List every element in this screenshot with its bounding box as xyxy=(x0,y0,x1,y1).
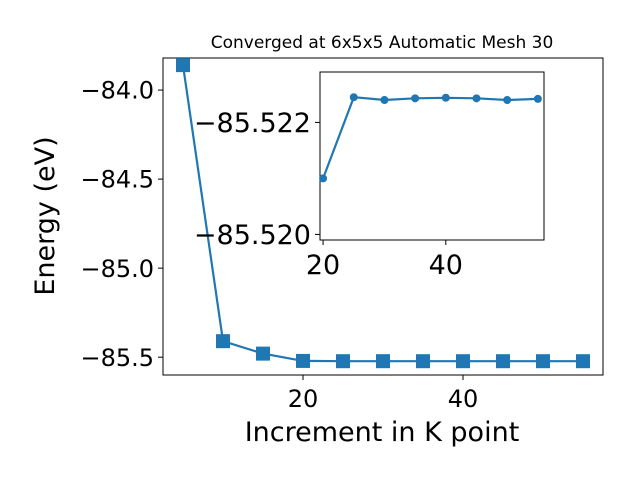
data-point xyxy=(217,335,230,348)
data-point xyxy=(504,97,511,104)
data-point xyxy=(297,354,310,367)
chart-title: Converged at 6x5x5 Automatic Mesh 30 xyxy=(211,33,554,53)
data-point xyxy=(350,94,357,101)
data-point xyxy=(320,175,327,182)
data-point xyxy=(381,97,388,104)
data-point xyxy=(497,355,510,368)
y-tick-label: −85.522 xyxy=(194,108,311,139)
main-y-ticks: −84.0 −84.5 −85.0 −85.5 xyxy=(80,77,163,372)
data-point xyxy=(473,95,480,102)
inset-plot: 20 40 −85.522−85.520 xyxy=(194,72,544,281)
data-point xyxy=(417,355,430,368)
y-tick-label: −85.520 xyxy=(194,220,311,251)
data-point xyxy=(337,355,350,368)
y-tick-label: −84.0 xyxy=(80,77,154,105)
x-tick-label: 20 xyxy=(288,385,319,413)
y-axis-label: Energy (eV) xyxy=(30,136,61,295)
data-point xyxy=(257,347,270,360)
data-point xyxy=(534,95,541,102)
inset-x-ticks: 20 40 xyxy=(306,240,463,281)
x-tick-label: 40 xyxy=(429,250,463,281)
main-axes-frame xyxy=(163,58,603,375)
y-tick-label: −85.5 xyxy=(80,344,154,372)
x-axis-label: Increment in K point xyxy=(245,417,520,448)
inset-y-ticks: −85.522 −85.520 xyxy=(194,108,320,251)
inset-series-markers xyxy=(320,94,542,182)
main-plot: 20 40 −84.0−84.5−85.0−85.5 xyxy=(80,58,603,413)
data-point xyxy=(537,355,550,368)
data-point xyxy=(412,95,419,102)
data-point xyxy=(577,355,590,368)
data-point xyxy=(457,355,470,368)
x-tick-label: 40 xyxy=(448,385,479,413)
data-point xyxy=(377,355,390,368)
x-tick-label: 20 xyxy=(306,250,340,281)
main-x-ticks: 20 40 xyxy=(288,375,479,413)
y-tick-label: −84.5 xyxy=(80,166,154,194)
main-series-markers xyxy=(177,59,590,368)
data-point xyxy=(177,59,190,72)
data-point xyxy=(442,94,449,101)
inset-series-line xyxy=(323,97,538,178)
y-tick-label: −85.0 xyxy=(80,255,154,283)
